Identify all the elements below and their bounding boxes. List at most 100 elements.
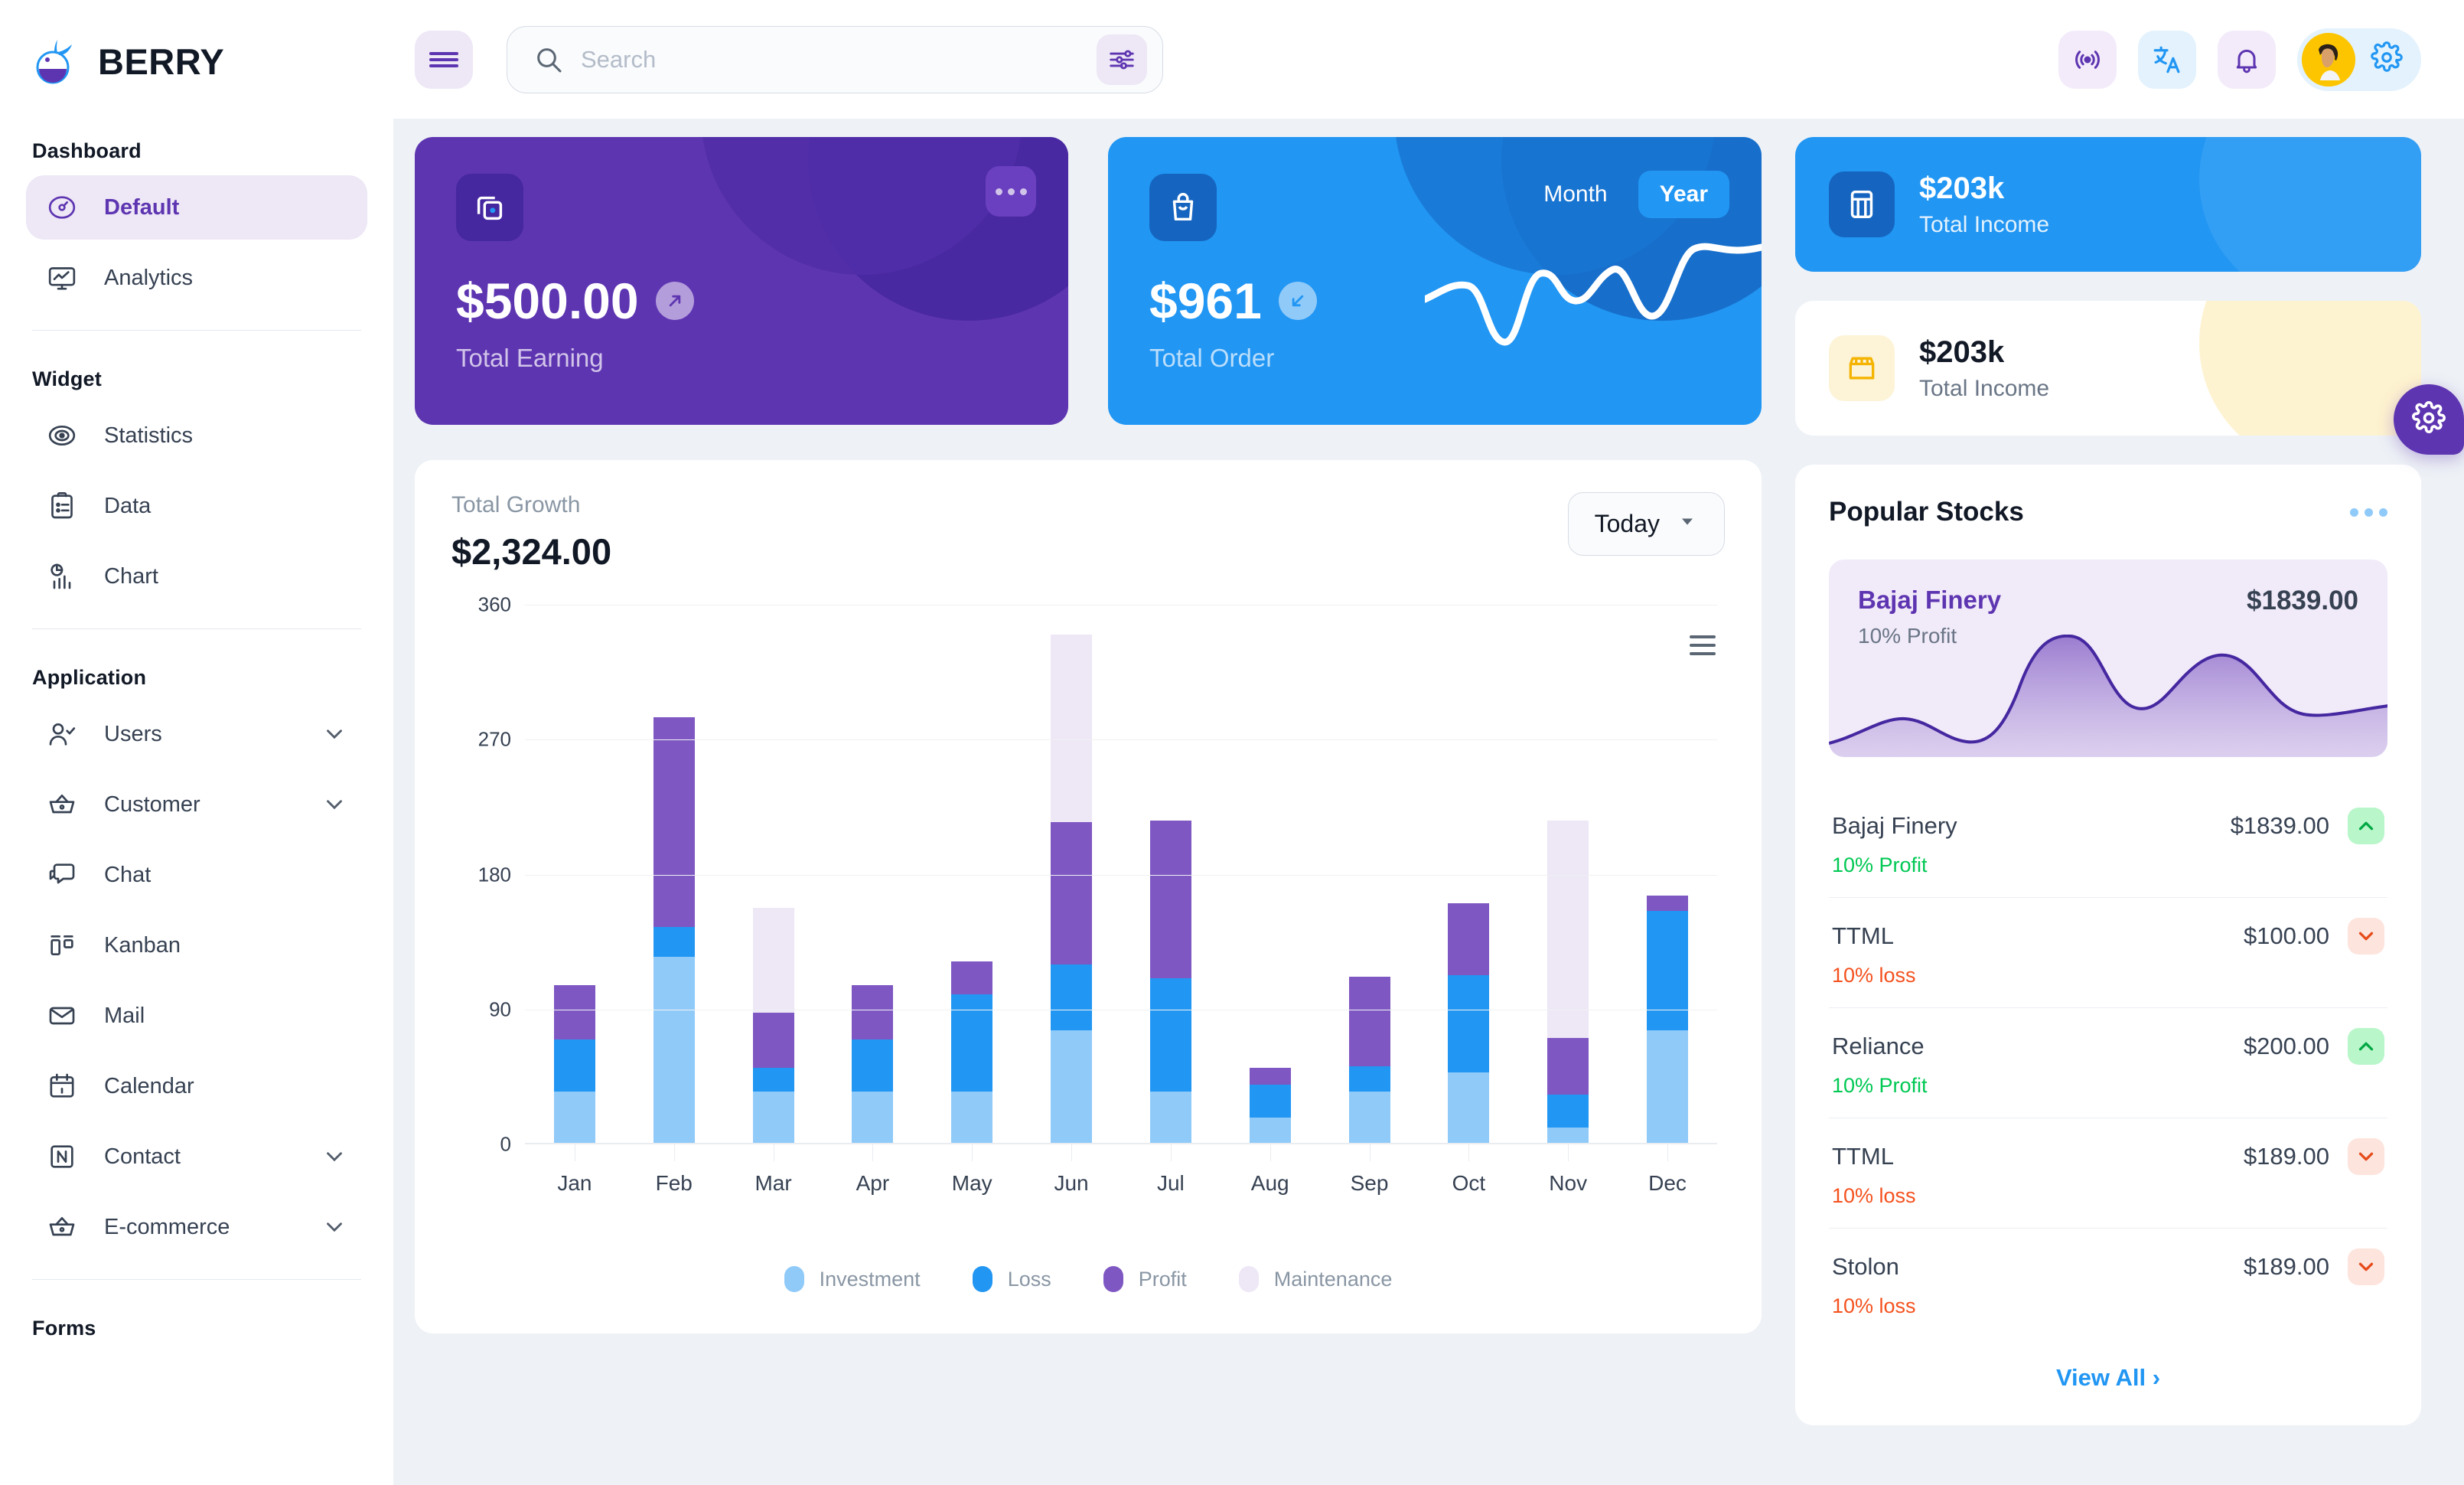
sidebar-item-mail[interactable]: Mail [26,984,367,1048]
gear-icon[interactable] [2371,41,2403,77]
user-check-icon [46,718,78,750]
chevron-down-icon[interactable] [321,721,347,747]
sidebar-item-customer[interactable]: Customer [26,772,367,837]
filter-settings-icon[interactable] [1097,34,1147,85]
legend-label: Investment [819,1267,921,1291]
sidebar-item-label: Chat [104,862,152,887]
plot-area [525,605,1717,1161]
legend-swatch [1238,1266,1259,1292]
legend-item-loss[interactable]: Loss [972,1266,1051,1292]
translate-icon[interactable] [2138,30,2196,89]
stock-row[interactable]: Reliance $200.00 10% Profit [1829,1008,2387,1118]
bar-group[interactable] [624,605,724,1161]
total-earning-label: Total Earning [456,344,604,372]
bar-group[interactable] [1022,605,1121,1161]
growth-range-select[interactable]: Today [1567,492,1725,556]
legend-item-profit[interactable]: Profit [1103,1266,1187,1292]
sidebar-item-chart[interactable]: Chart [26,544,367,609]
sidebar-item-users[interactable]: Users [26,702,367,766]
sidebar-item-label: Calendar [104,1073,194,1098]
sidebar-item-ecommerce[interactable]: E-commerce [26,1195,367,1259]
chevron-down-icon[interactable] [321,791,347,818]
bar-group[interactable] [1518,605,1618,1161]
y-axis: 0 90 180 270 360 [451,593,511,1156]
nav-caption-widget: Widget [32,367,102,390]
y-tick-label: 0 [500,1132,511,1156]
sidebar-item-contact[interactable]: Contact [26,1124,367,1189]
income-blue-value: $203k [1919,171,2005,205]
stock-row[interactable]: TTML $189.00 10% loss [1829,1118,2387,1229]
sidebar-item-calendar[interactable]: Calendar [26,1054,367,1118]
bar-segment-investment [1547,1128,1589,1144]
stacked-bar[interactable] [951,961,993,1144]
stacked-bar[interactable] [1448,902,1490,1144]
stacked-bar[interactable] [752,907,794,1144]
trend-up-icon [655,282,694,320]
featured-stock[interactable]: Bajaj Finery 10% Profit $1839.00 [1829,560,2387,757]
toggle-month-button[interactable]: Month [1543,181,1608,207]
legend-item-maintenance[interactable]: Maintenance [1238,1266,1392,1292]
sidebar-item-analytics[interactable]: Analytics [26,246,367,310]
storefront-icon [1829,335,1895,401]
settings-fab-button[interactable] [2394,384,2464,455]
toggle-year-button[interactable]: Year [1638,171,1729,218]
stacked-bar[interactable] [1348,976,1390,1144]
stock-row[interactable]: Bajaj Finery $1839.00 10% Profit [1829,788,2387,898]
earning-value-row: $500.00 [456,272,1027,330]
clipboard-icon [46,490,78,522]
sidebar-item-kanban[interactable]: Kanban [26,913,367,977]
chevron-down-icon[interactable] [321,1214,347,1240]
bar-chart-icon [46,560,78,592]
stacked-bar[interactable] [852,985,894,1144]
bar-group[interactable] [1618,605,1717,1161]
stock-name: Stolon [1832,1253,1899,1280]
stacked-bar[interactable] [1051,635,1093,1144]
bar-group[interactable] [525,605,624,1161]
featured-stock-name: Bajaj Finery [1858,586,2002,614]
stacked-bar[interactable] [1547,821,1589,1144]
bar-group[interactable] [823,605,922,1161]
earning-content: $500.00 Total Earning [456,174,1027,373]
menu-toggle-button[interactable] [415,30,473,89]
broadcast-icon[interactable] [2058,30,2117,89]
berry-logo-icon [32,37,81,86]
chevron-down-icon[interactable] [321,1144,347,1170]
hamburger-menu-icon[interactable] [1690,630,1716,661]
nav-caption-forms: Forms [32,1317,96,1340]
bell-icon[interactable] [2218,30,2276,89]
profile-menu[interactable] [2297,28,2421,91]
bar-group[interactable] [1320,605,1419,1161]
stock-change: 10% Profit [1832,1074,1928,1097]
earning-more-options-button[interactable] [986,166,1036,217]
view-all-link[interactable]: View All › [2056,1364,2160,1391]
stock-change: 10% loss [1832,964,1916,987]
chevron-up-icon [2348,1028,2384,1065]
bar-group[interactable] [1121,605,1221,1161]
stacked-bar[interactable] [1647,895,1689,1144]
sidebar-item-default[interactable]: Default [26,175,367,240]
sidebar-item-chat[interactable]: Chat [26,843,367,907]
search-input[interactable] [581,45,1080,73]
sidebar-item-statistics[interactable]: Statistics [26,403,367,468]
stock-row[interactable]: Stolon $189.00 10% loss [1829,1229,2387,1338]
total-earning-value: $500.00 [456,273,639,329]
stacked-bar[interactable] [1149,821,1191,1144]
stock-row[interactable]: TTML $100.00 10% loss [1829,898,2387,1008]
income-white-value: $203k [1919,335,2005,369]
legend-item-investment[interactable]: Investment [784,1266,921,1292]
total-order-card: Month Year [1108,137,1762,425]
sidebar-item-label: Users [104,721,162,746]
bar-group[interactable] [724,605,823,1161]
sidebar-item-data[interactable]: Data [26,474,367,538]
stocks-more-options-button[interactable] [2350,508,2387,517]
bar-segment-profit [1547,1037,1589,1095]
bar-group[interactable] [1419,605,1518,1161]
stacked-bar[interactable] [653,716,695,1144]
stacked-bar[interactable] [553,985,595,1144]
income-white-text: $203k Total Income [1919,335,2049,402]
bar-group[interactable] [1221,605,1320,1161]
stacked-bar[interactable] [1249,1068,1291,1144]
bar-group[interactable] [922,605,1022,1161]
brand[interactable]: BERRY [0,0,393,122]
search-bar[interactable] [507,25,1163,93]
